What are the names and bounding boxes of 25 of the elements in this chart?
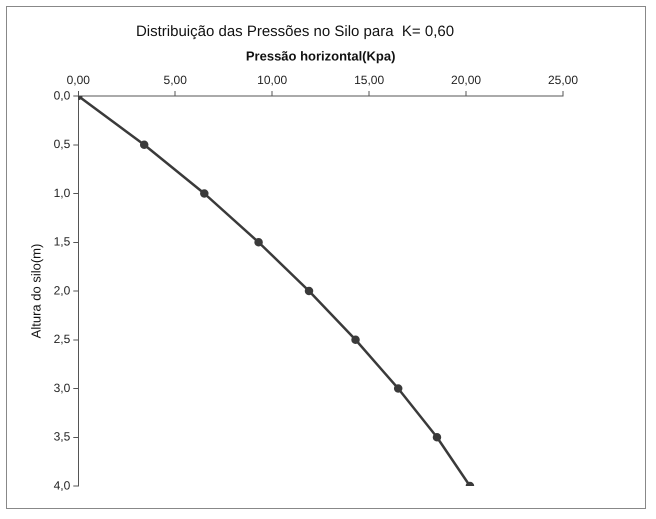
point [304, 286, 314, 296]
y-tick-label: 4,0 [54, 478, 71, 492]
point [432, 433, 442, 442]
chart-title: Distribuição das Pressões no Silo para K= 0,60 [136, 23, 454, 40]
point [254, 238, 263, 246]
y-tick-label: 1,5 [54, 234, 71, 249]
x-tick-label: 25,00 [548, 73, 578, 88]
y-tick-label: 2,5 [54, 332, 71, 346]
x-tick-label: 10,00 [257, 73, 288, 88]
point [351, 336, 360, 344]
x-tick-label: 5,00 [164, 73, 188, 88]
x-tick-label: 20,00 [451, 73, 482, 88]
x-tick-label: 0,00 [66, 73, 90, 88]
point [140, 140, 148, 149]
x-axis-title: Pressão horizontal(Kpa) [246, 48, 396, 64]
y-tick-label: 2,0 [54, 283, 71, 298]
y-axis-title: Altura do silo(m) [28, 244, 44, 338]
point [200, 189, 209, 198]
y-tick-label: 3,5 [54, 430, 71, 444]
x-tick-label: 15,00 [354, 73, 384, 88]
y-tick-label: 3,0 [54, 380, 71, 395]
y-tick-label: 0,5 [54, 137, 71, 152]
point [394, 384, 402, 393]
y-tick-label: 1,0 [54, 186, 71, 200]
y-tick-label: 0,0 [54, 88, 71, 102]
